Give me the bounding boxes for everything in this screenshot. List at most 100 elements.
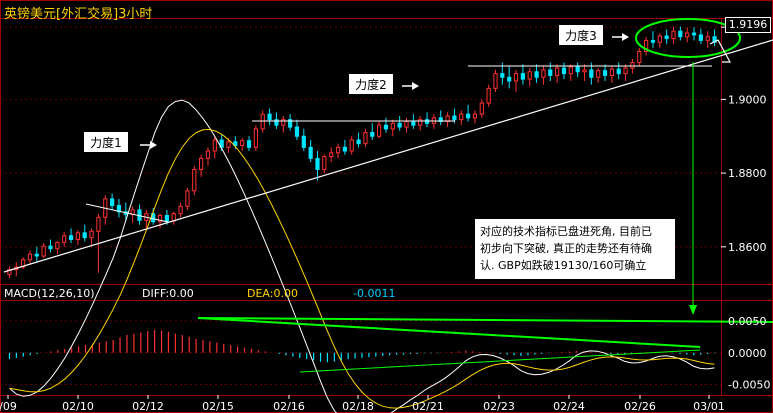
candle-body [246,140,252,148]
candle-body [377,124,382,137]
x-tick-label: 02/18 [342,400,374,413]
macd-group [0,99,721,413]
candle-body [370,132,375,137]
candle-body [582,69,587,73]
candle-body [178,205,183,215]
candle-body [541,69,546,78]
candle-body [520,73,525,80]
candle-body [212,139,217,152]
candle-body [157,215,163,223]
candle-body [192,168,197,192]
drawings-group [3,18,773,373]
candle-body [459,113,464,121]
candle-body [568,66,573,75]
candle-body [678,30,683,38]
force3-label: 力度3 [565,28,597,43]
x-tick-label: 02/21 [412,400,444,413]
macd-channel-mid [197,317,701,348]
candle-body [438,117,443,123]
macd-value: -0.0011 [353,287,396,300]
candle-body [151,213,156,223]
candle-body [705,36,710,41]
candle-body [445,115,450,123]
candle-body [623,67,628,75]
candle-body [424,119,430,124]
candle-body [199,157,204,170]
current-price-box: 1.9196 [725,17,771,33]
candle-body [34,253,39,257]
candle-body [363,132,368,145]
candle-body [383,124,389,130]
macd-tick-label: 0.0000 [728,347,767,360]
candle-body [527,71,532,80]
candles-group [7,26,717,279]
candle-body [260,113,265,130]
force2-arrow-head [412,82,419,90]
candle-body [418,119,423,126]
candle-body [664,35,669,40]
candle-body [589,69,594,78]
y-axis: 1.9000 1.8800 1.8600 0.0050 0.0000 -0.0050 [721,26,770,391]
candle-body [575,66,580,73]
x-tick-label: /09 [0,400,17,413]
candle-body [404,121,409,128]
candle-body [616,68,621,75]
candle-body [513,73,519,82]
diff-line [9,99,715,413]
force1-box [84,132,128,152]
candle-body [267,113,272,121]
candle-body [7,269,12,275]
macd-channel-bottom [299,349,701,373]
note-line: 初步向下突破, 真正的走势还有待确 [480,241,652,255]
candle-body [335,146,341,154]
macd-tick-label: -0.0050 [728,378,770,391]
candle-body [609,68,614,76]
candle-body [27,253,33,261]
candle-body [62,235,67,243]
candle-body [507,76,512,82]
chart-title: 英镑美元[外汇交易]3小时 [4,7,153,22]
candle-body [205,150,211,159]
candle-body [479,102,484,115]
candle-body [41,245,46,257]
down-arrow-mark [709,39,732,63]
macd-label: MACD(12,26,10) [4,287,95,300]
candle-body [534,71,539,78]
candle-body [294,126,300,137]
candle-body [644,39,649,52]
candle-body [308,146,313,159]
candle-body [240,140,245,146]
x-axis: /09 02/10 02/12 02/15 02/16 02/18 02/21 02/23 02… [0,395,725,413]
candle-body [390,122,395,130]
force1-label: 力度1 [90,135,122,150]
candle-body [637,50,642,64]
candle-body [322,156,327,170]
x-tick-label: 02/10 [62,400,94,413]
candle-body [555,67,560,76]
candle-body [472,113,478,119]
candle-body [596,70,601,78]
candle-body [164,215,169,222]
candle-body [650,39,656,43]
candle-body [185,190,190,207]
macd-tick-label: 0.0050 [728,315,767,328]
candle-body [493,73,498,89]
candle-body [82,232,87,239]
x-tick-label: 03/01 [693,400,725,413]
x-tick-label: 02/23 [483,400,515,413]
dea-line [9,128,715,409]
dea-label: DEA:0.00 [247,287,298,300]
diff-label: DIFF:0.00 [142,287,194,300]
candle-body [116,205,122,213]
force3-box [559,25,603,45]
candle-body [75,232,80,240]
candle-body [411,121,416,126]
candle-body [500,73,505,78]
x-tick-label: 02/16 [273,400,305,413]
candle-body [110,198,115,207]
y-tick-label: 1.9000 [728,93,767,106]
note-line: 对应的技术指标已盘进死角, 目前已 [480,224,652,238]
